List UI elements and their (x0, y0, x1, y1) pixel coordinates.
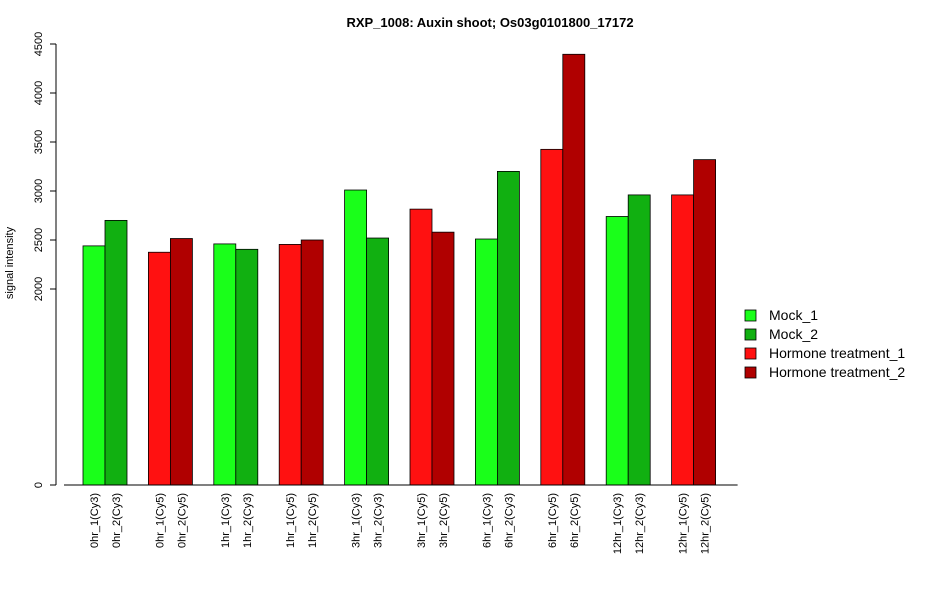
bar (693, 159, 716, 486)
y-tick-label: 2500 (33, 228, 45, 252)
bar (235, 248, 259, 486)
bar (431, 231, 455, 486)
y-tick-label: 0 (33, 482, 45, 488)
x-tick-label: 12hr_2(Cy5) (700, 493, 712, 554)
bar (409, 208, 433, 486)
bar (366, 237, 390, 486)
x-tick-label: 0hr_2(Cy3) (111, 493, 123, 548)
x-tick-label: 0hr_2(Cy5) (176, 493, 188, 548)
legend-swatch (744, 309, 757, 322)
legend-label: Hormone treatment_1 (769, 345, 905, 361)
x-tick-label: 0hr_1(Cy5) (154, 493, 166, 548)
x-tick-label: 6hr_1(Cy3) (481, 493, 493, 548)
x-tick-label: 1hr_1(Cy5) (285, 493, 297, 548)
bar (540, 148, 564, 486)
y-tick-label: 4500 (33, 32, 45, 56)
x-tick-label: 3hr_2(Cy5) (438, 493, 450, 548)
x-tick-label: 12hr_1(Cy3) (612, 493, 624, 554)
y-tick-label: 4000 (33, 81, 45, 105)
bar (213, 243, 237, 486)
y-tick-label: 2000 (33, 277, 45, 301)
legend-swatch (744, 347, 757, 360)
y-axis-label: signal intensity (4, 226, 16, 299)
bars (82, 53, 716, 486)
bar (627, 194, 651, 486)
legend-label: Mock_1 (769, 307, 818, 323)
legend-label: Mock_2 (769, 326, 818, 342)
x-tick-label: 0hr_1(Cy3) (89, 493, 101, 548)
x-tick-labels: 0hr_1(Cy3) 0hr_2(Cy3) 0hr_1(Cy5) 0hr_2(Cy5)… (89, 493, 712, 554)
x-tick-label: 6hr_2(Cy5) (569, 493, 581, 548)
chart-title: RXP_1008: Auxin shoot; Os03g0101800_1717… (346, 15, 633, 30)
x-tick-label: 6hr_2(Cy3) (503, 493, 515, 548)
x-tick-label: 12hr_2(Cy3) (634, 493, 646, 554)
x-tick-label: 1hr_1(Cy3) (220, 493, 232, 548)
bar (474, 238, 498, 486)
y-tick-label: 3500 (33, 130, 45, 154)
bar (82, 245, 106, 486)
x-tick-label: 3hr_1(Cy5) (416, 493, 428, 548)
bar (605, 216, 629, 486)
legend: Mock_1 Mock_2 Hormone treatment_1 Hormone t… (744, 307, 905, 380)
x-tick-label: 1hr_2(Cy3) (242, 493, 254, 548)
legend-label: Hormone treatment_2 (769, 364, 905, 380)
bar (147, 251, 171, 486)
x-tick-label: 6hr_1(Cy5) (547, 493, 559, 548)
x-tick-label: 12hr_1(Cy5) (678, 493, 690, 554)
bar (104, 219, 128, 486)
bar (278, 244, 302, 486)
bar (169, 238, 193, 486)
x-tick-label: 1hr_2(Cy5) (307, 493, 319, 548)
bar (344, 189, 368, 486)
y-tick-label: 3000 (33, 179, 45, 203)
y-axis: 0 2000 2500 3000 3500 4000 4500 (33, 32, 57, 488)
bar (496, 170, 520, 486)
bar (671, 194, 694, 486)
legend-swatch (744, 366, 757, 379)
x-tick-label: 3hr_2(Cy3) (373, 493, 385, 548)
bar (300, 239, 324, 486)
bar (562, 53, 586, 486)
x-tick-label: 3hr_1(Cy3) (351, 493, 363, 548)
legend-swatch (744, 328, 757, 341)
